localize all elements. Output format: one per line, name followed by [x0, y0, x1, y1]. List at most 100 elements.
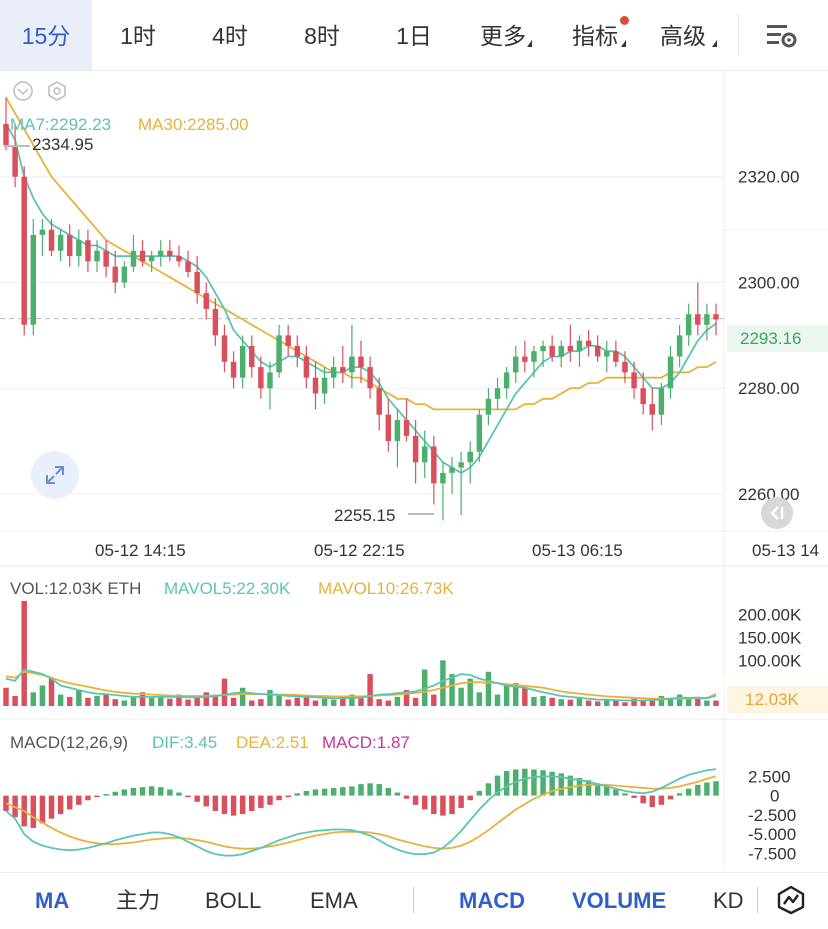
volume-bar	[66, 696, 73, 706]
candle-body	[30, 234, 37, 325]
volume-bar	[667, 697, 674, 706]
tab-ema[interactable]: EMA	[310, 888, 358, 913]
chart-settings-icon[interactable]	[765, 22, 799, 50]
tab-kd[interactable]: KD	[713, 888, 744, 913]
tab-ma[interactable]: MA	[35, 888, 70, 913]
volume-bar	[185, 699, 191, 706]
low-marker-line	[408, 513, 434, 515]
macd-bar	[604, 786, 610, 796]
candle-body	[585, 340, 592, 346]
volume-bar	[221, 678, 228, 706]
volume-bar	[631, 698, 637, 706]
jump-latest-button[interactable]	[761, 497, 793, 529]
macd-bar	[267, 795, 273, 805]
time-label: 05-13 14	[752, 541, 820, 560]
candle-body	[21, 176, 27, 325]
notification-dot-icon	[620, 16, 629, 25]
dropdown-corner-icon	[527, 40, 532, 47]
volume-bar	[294, 697, 301, 706]
candle-body	[440, 472, 446, 484]
macd-bar	[30, 795, 37, 828]
macd-bar	[39, 795, 46, 824]
volume-tick-label: 200.00K	[738, 606, 802, 625]
tab-volume[interactable]: VOLUME	[572, 888, 667, 913]
candle-body	[376, 388, 382, 415]
tab-more[interactable]: 更多	[460, 0, 546, 70]
tab-1h[interactable]: 1时	[120, 23, 156, 49]
macd-bar	[121, 789, 128, 796]
volume-bar	[285, 699, 291, 706]
volume-bar	[403, 690, 410, 706]
volume-bar	[303, 696, 310, 706]
macd-value-legend: MACD:1.87	[322, 733, 410, 752]
macd-tick-label: 0	[770, 787, 779, 806]
tab-boll[interactable]: BOLL	[205, 888, 262, 913]
volume-bar	[358, 697, 364, 706]
tab-4h[interactable]: 4时	[212, 23, 248, 49]
volume-bar	[12, 695, 18, 706]
candle-body	[239, 345, 246, 378]
candle-body	[312, 377, 319, 394]
candle-body	[249, 345, 255, 368]
candle-body	[531, 351, 537, 362]
tab-indicators-label: 指标	[572, 23, 618, 49]
macd-bar	[440, 795, 446, 816]
indicator-chart-icon[interactable]	[776, 885, 806, 915]
current-price-label: 2293.16	[740, 329, 802, 348]
tab-indicators[interactable]: 指标	[552, 0, 638, 70]
candle-body	[185, 261, 191, 272]
candle-body	[485, 398, 492, 415]
candle-body	[57, 234, 64, 251]
candle-body	[267, 372, 273, 389]
candle-body	[549, 345, 555, 357]
tab-macd[interactable]: MACD	[459, 888, 525, 913]
volume-bar	[713, 700, 719, 706]
macd-bar	[158, 787, 164, 796]
macd-tick-label: 2.500	[748, 767, 791, 786]
volume-bar	[658, 695, 665, 706]
candle-body	[522, 356, 528, 362]
candle-body	[3, 123, 9, 146]
dif-line	[5, 768, 717, 857]
candle-body	[276, 335, 282, 373]
macd-bar	[66, 795, 73, 810]
volume-bar	[676, 694, 683, 706]
fullscreen-button[interactable]	[31, 451, 79, 499]
volume-bar	[3, 687, 9, 706]
tab-15min[interactable]: 15分	[0, 0, 92, 70]
volume-bar	[513, 683, 519, 706]
tab-8h[interactable]: 8时	[304, 23, 340, 49]
macd-bar	[376, 784, 382, 796]
macd-bar	[476, 791, 483, 796]
volume-bar	[340, 695, 346, 706]
macd-bar	[412, 795, 419, 805]
macd-bar	[167, 789, 173, 796]
volume-bar	[94, 695, 100, 706]
volume-bar	[576, 696, 583, 706]
volume-bar	[622, 702, 628, 706]
indicator-settings-icon[interactable]	[46, 80, 70, 102]
candle-body	[394, 419, 401, 442]
volume-bar	[321, 698, 328, 706]
tab-1d[interactable]: 1日	[396, 23, 432, 49]
candle-body	[39, 229, 46, 235]
high-price-marker: 2334.95	[32, 135, 94, 154]
candle-body	[685, 314, 692, 336]
ma7-line	[5, 123, 717, 474]
macd-bar	[139, 787, 146, 796]
volume-bar	[30, 692, 37, 706]
candle-body	[12, 145, 18, 177]
macd-bar	[667, 795, 674, 800]
macd-bar	[203, 795, 209, 807]
tab-main-force[interactable]: 主力	[116, 888, 161, 913]
tab-advanced[interactable]: 高级	[640, 0, 726, 70]
candle-body	[112, 266, 118, 283]
mavol5-legend: MAVOL5:22.30K	[164, 579, 291, 598]
collapse-chevron-icon[interactable]	[12, 80, 36, 102]
volume-bar	[695, 696, 701, 706]
volume-bar	[685, 699, 692, 706]
macd-bar	[558, 773, 564, 796]
volume-bar	[467, 678, 473, 706]
candle-body	[431, 446, 437, 484]
